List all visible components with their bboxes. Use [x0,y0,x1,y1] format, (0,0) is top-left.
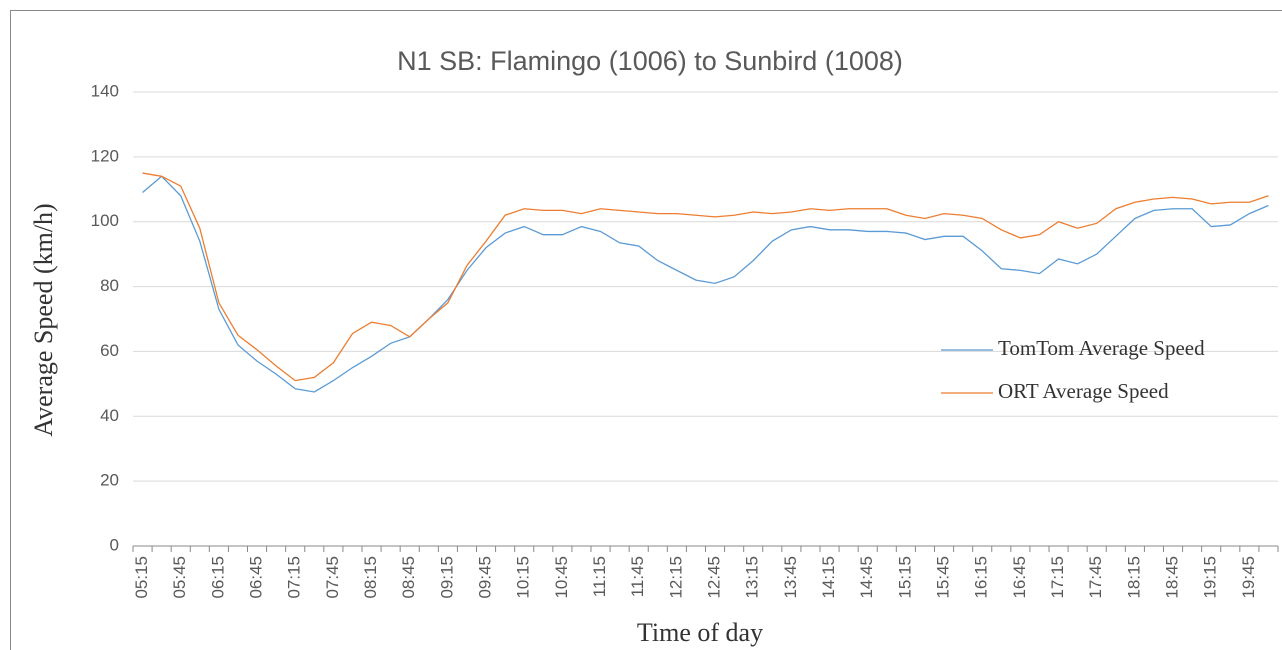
x-tick-label: 08:15 [361,556,380,599]
x-tick-label: 14:45 [857,556,876,599]
x-tick-label: 10:45 [552,556,571,599]
x-tick-label: 05:15 [132,556,151,599]
x-tick-label: 07:45 [323,556,342,599]
x-tick-label: 13:45 [781,556,800,599]
x-tick-label: 06:15 [208,556,227,599]
y-tick-label: 20 [100,471,119,490]
x-tick-label: 17:15 [1048,556,1067,599]
y-tick-label: 60 [100,341,119,360]
y-tick-label: 40 [100,406,119,425]
x-tick-label: 16:15 [972,556,991,599]
x-tick-label: 17:45 [1086,556,1105,599]
x-tick-label: 19:15 [1201,556,1220,599]
x-tick-label: 06:45 [247,556,266,599]
y-tick-label: 80 [100,276,119,295]
x-tick-label: 15:15 [895,556,914,599]
legend-label: ORT Average Speed [998,379,1169,403]
x-tick-label: 12:15 [666,556,685,599]
series-line [142,172,1269,382]
x-tick-label: 08:45 [399,556,418,599]
y-tick-label: 100 [91,211,119,230]
x-tick-label: 15:45 [934,556,953,599]
series-line [142,175,1269,393]
chart-title: N1 SB: Flamingo (1006) to Sunbird (1008) [397,46,903,76]
x-tick-label: 19:45 [1239,556,1258,599]
x-tick-label: 07:15 [285,556,304,599]
x-tick-label: 12:45 [705,556,724,599]
legend-label: TomTom Average Speed [998,336,1205,360]
x-tick-label: 05:45 [170,556,189,599]
x-tick-label: 11:45 [628,556,647,597]
x-tick-label: 09:45 [476,556,495,599]
x-tick-label: 11:15 [590,556,609,597]
x-tick-label: 09:15 [437,556,456,599]
x-tick-label: 13:15 [743,556,762,599]
y-axis-label: Average Speed (km/h) [29,203,58,436]
chart-frame [10,10,1282,650]
y-tick-label: 0 [110,535,119,554]
y-tick-label: 140 [91,81,119,100]
x-tick-label: 10:15 [514,556,533,599]
x-tick-label: 18:45 [1163,556,1182,599]
x-axis-label: Time of day [637,618,763,647]
x-tick-label: 16:45 [1010,556,1029,599]
x-tick-label: 18:15 [1124,556,1143,599]
x-tick-label: 14:15 [819,556,838,599]
y-tick-label: 120 [91,146,119,165]
